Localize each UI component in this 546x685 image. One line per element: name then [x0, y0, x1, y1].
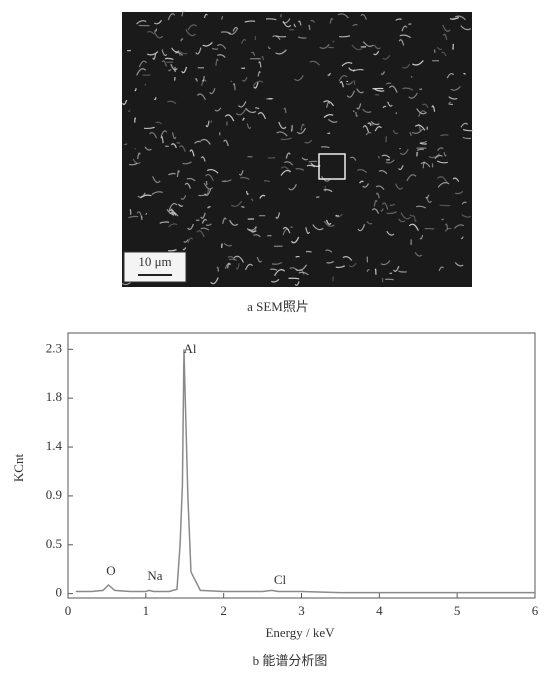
x-tick-label: 4 — [376, 603, 383, 618]
x-tick-label: 1 — [143, 603, 150, 618]
sem-ridge — [333, 277, 334, 281]
chart-caption: b 能谱分析图 — [253, 653, 328, 668]
peak-label: Na — [147, 568, 162, 583]
sem-ridge — [264, 181, 269, 182]
sem-ridge — [306, 251, 312, 252]
x-tick-label: 6 — [532, 603, 539, 618]
peak-label: O — [106, 563, 115, 578]
y-tick-label: 1.4 — [46, 438, 63, 453]
x-tick-label: 0 — [65, 603, 72, 618]
x-tick-label: 2 — [220, 603, 227, 618]
sem-ridge — [441, 219, 443, 220]
x-tick-label: 3 — [298, 603, 305, 618]
plot-frame — [68, 333, 535, 598]
x-tick-label: 5 — [454, 603, 461, 618]
sem-ridge — [241, 206, 244, 207]
y-tick-label: 2.3 — [46, 340, 62, 355]
sem-ridge — [291, 227, 293, 228]
spectrum — [76, 349, 535, 592]
y-tick-label: 0 — [56, 585, 63, 600]
sem-ridge — [316, 197, 319, 198]
sem-ridge — [292, 125, 293, 131]
sem-ridge — [296, 257, 300, 258]
sem-ridge — [289, 278, 300, 279]
sem-ridge — [327, 133, 330, 134]
y-tick-label: 0.5 — [46, 536, 62, 551]
sem-ridge — [453, 18, 455, 19]
y-axis-label: KCnt — [11, 454, 26, 483]
y-tick-label: 0.9 — [46, 487, 62, 502]
y-tick-label: 1.8 — [46, 389, 62, 404]
sem-ridge — [379, 156, 380, 157]
peak-label: Cl — [274, 572, 287, 587]
scale-label: 10 μm — [138, 254, 171, 269]
x-axis-label: Energy / keV — [265, 625, 335, 640]
sem-ridge — [440, 205, 451, 206]
sem-caption: a SEM照片 — [247, 299, 309, 314]
peak-label: Al — [184, 341, 197, 356]
